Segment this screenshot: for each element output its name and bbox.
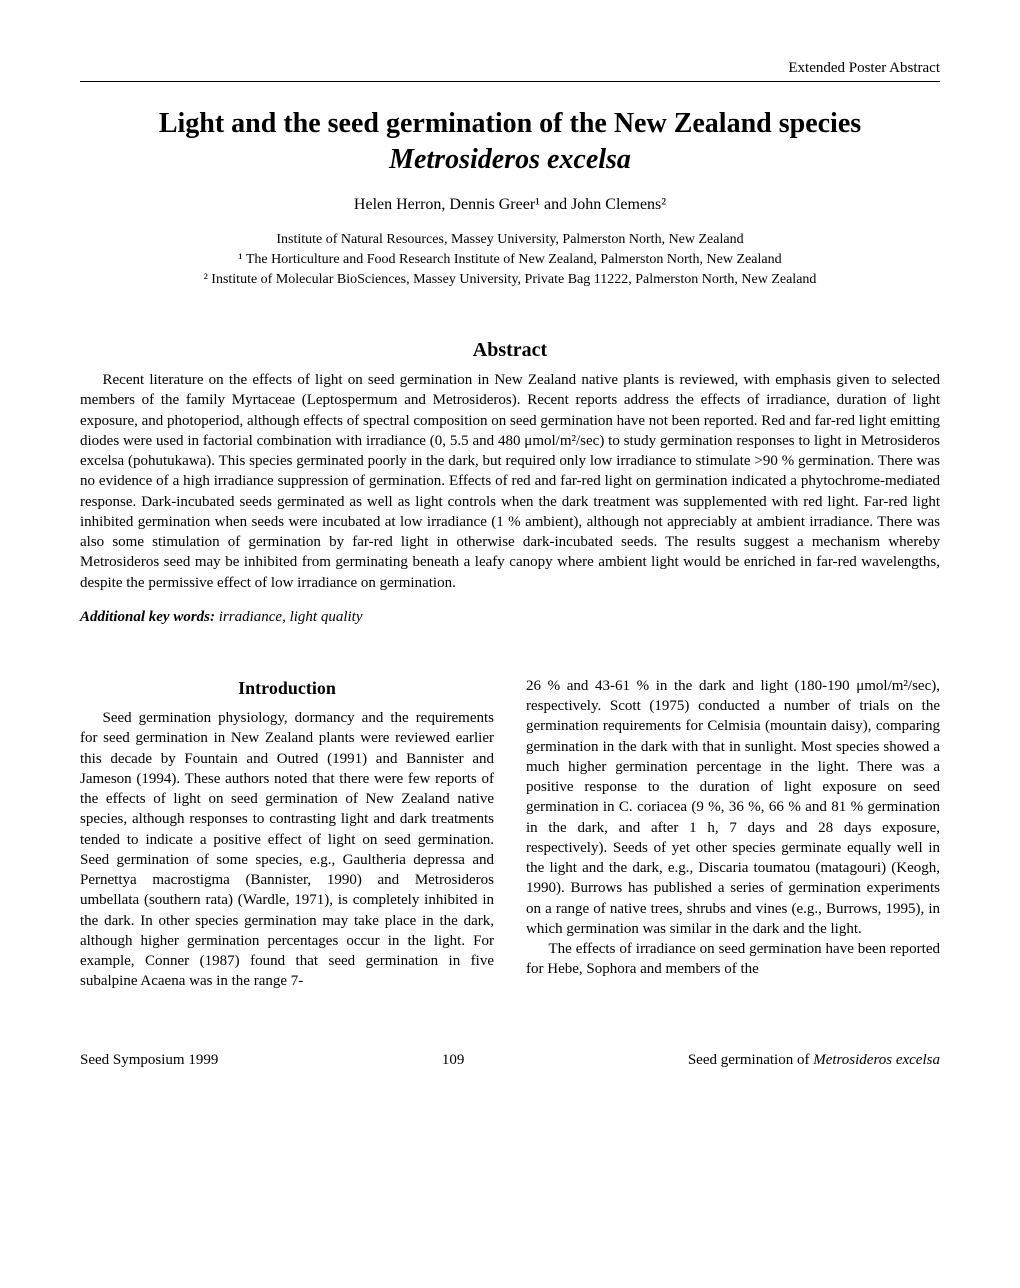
keywords-value: irradiance, light quality bbox=[215, 609, 363, 625]
affiliation-1: Institute of Natural Resources, Massey U… bbox=[80, 230, 940, 250]
paper-title-line2: Metrosideros excelsa bbox=[80, 144, 940, 176]
footer-right-italic: Metrosideros excelsa bbox=[813, 1052, 940, 1068]
affiliation-2: ¹ The Horticulture and Food Research Ins… bbox=[80, 250, 940, 270]
introduction-col2-p1: 26 % and 43-61 % in the dark and light (… bbox=[526, 676, 940, 939]
page-footer: Seed Symposium 1999 109 Seed germination… bbox=[80, 1052, 940, 1069]
body-columns: Introduction Seed germination physiology… bbox=[80, 676, 940, 992]
footer-page-number: 109 bbox=[442, 1052, 465, 1069]
column-right: 26 % and 43-61 % in the dark and light (… bbox=[526, 676, 940, 992]
footer-left: Seed Symposium 1999 bbox=[80, 1052, 218, 1069]
keywords-line: Additional key words: irradiance, light … bbox=[80, 609, 940, 626]
column-left: Introduction Seed germination physiology… bbox=[80, 676, 494, 992]
affiliations-block: Institute of Natural Resources, Massey U… bbox=[80, 230, 940, 289]
header-label: Extended Poster Abstract bbox=[80, 60, 940, 77]
affiliation-3: ² Institute of Molecular BioSciences, Ma… bbox=[80, 270, 940, 290]
introduction-col2-p2: The effects of irradiance on seed germin… bbox=[526, 939, 940, 980]
abstract-heading: Abstract bbox=[80, 339, 940, 362]
footer-right-prefix: Seed germination of bbox=[688, 1052, 813, 1068]
introduction-heading: Introduction bbox=[80, 676, 494, 700]
footer-right: Seed germination of Metrosideros excelsa bbox=[688, 1052, 940, 1069]
introduction-col1-text: Seed germination physiology, dormancy an… bbox=[80, 708, 494, 992]
keywords-label: Additional key words: bbox=[80, 609, 215, 625]
authors-line: Helen Herron, Dennis Greer¹ and John Cle… bbox=[80, 196, 940, 214]
abstract-body: Recent literature on the effects of ligh… bbox=[80, 370, 940, 593]
paper-title-line1: Light and the seed germination of the Ne… bbox=[80, 106, 940, 142]
header-divider bbox=[80, 81, 940, 82]
